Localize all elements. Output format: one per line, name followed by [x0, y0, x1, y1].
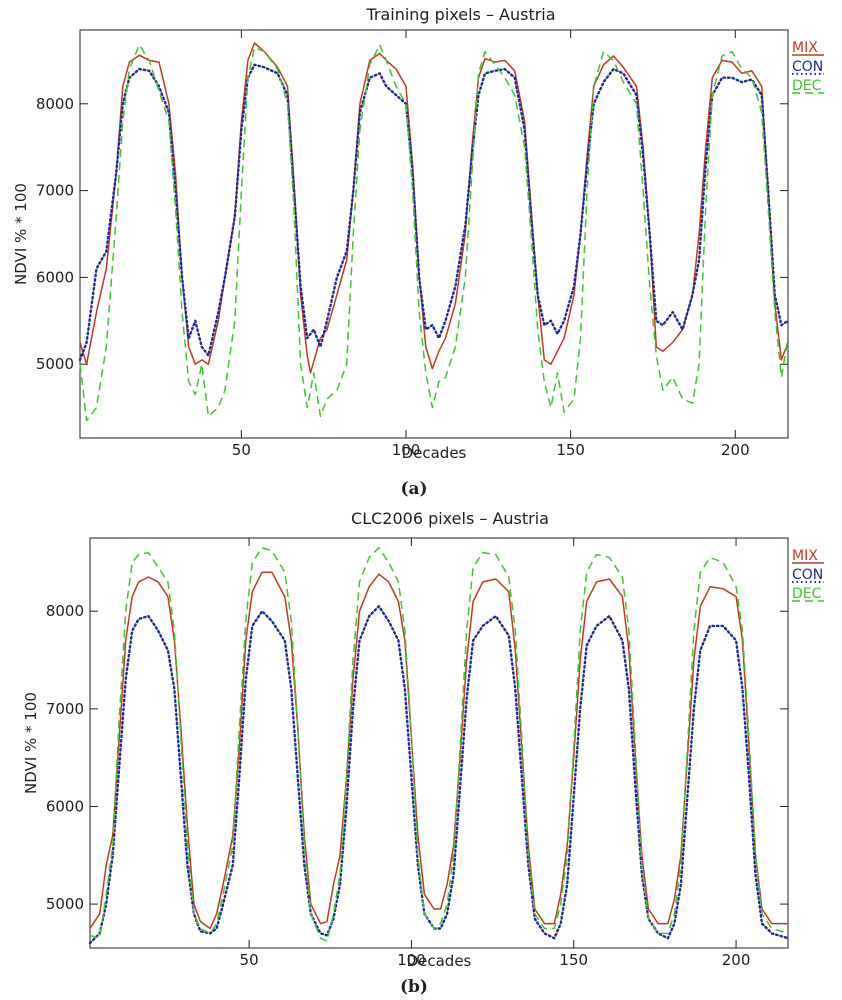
x-tick-label: 100	[392, 441, 421, 459]
legend-label-con: CON	[792, 567, 823, 583]
legend-label-con: CON	[792, 59, 823, 75]
panel-a-xlabel: Decades	[402, 444, 467, 462]
panel-a-ylabel: NDVI % * 100	[12, 183, 30, 285]
x-tick-label: 150	[556, 441, 585, 459]
x-tick-label: 150	[559, 951, 588, 969]
series-line-mix	[79, 42, 789, 374]
y-tick-label: 6000	[36, 268, 74, 286]
y-tick-label: 7000	[46, 700, 84, 718]
x-tick-label: 100	[397, 951, 426, 969]
series-line-dec	[79, 44, 789, 422]
panel-b-series	[88, 547, 790, 945]
panel-a-title: Training pixels – Austria	[365, 5, 555, 24]
panel-a: Training pixels – Austria 5000 6000 7000 80…	[12, 5, 824, 499]
series-line-con	[88, 605, 790, 945]
panel-a-x-axis: 50 100 150 200	[232, 30, 750, 459]
panel-a-series	[78, 42, 790, 422]
panel-b-title: CLC2006 pixels – Austria	[351, 509, 549, 528]
panel-b-legend: MIX CON DEC	[792, 548, 824, 602]
x-tick-label: 200	[722, 951, 751, 969]
y-tick-label: 5000	[36, 355, 74, 373]
series-line-mix	[89, 571, 788, 930]
panel-b: CLC2006 pixels – Austria 5000 6000 7000 800…	[22, 509, 824, 997]
panel-b-y-axis: 5000 6000 7000 8000	[46, 602, 788, 913]
panel-a-y-axis: 5000 6000 7000 8000	[36, 95, 788, 373]
y-tick-label: 5000	[46, 895, 84, 913]
legend-label-mix: MIX	[792, 40, 818, 56]
panel-b-ylabel: NDVI % * 100	[22, 692, 40, 794]
panel-a-plot-frame	[79, 29, 789, 439]
x-tick-label: 50	[232, 441, 251, 459]
series-line-dec	[89, 547, 789, 942]
legend-label-dec: DEC	[792, 586, 822, 602]
panel-a-label: (a)	[400, 479, 427, 499]
legend-label-dec: DEC	[792, 78, 822, 94]
panel-a-legend: MIX CON DEC	[792, 40, 824, 94]
x-tick-label: 200	[721, 441, 750, 459]
panel-b-plot-frame	[89, 537, 789, 949]
panel-b-xlabel: Decades	[407, 952, 472, 970]
y-tick-label: 8000	[36, 95, 74, 113]
panel-b-label: (b)	[400, 977, 428, 997]
x-tick-label: 50	[240, 951, 259, 969]
legend-label-mix: MIX	[792, 548, 818, 564]
y-tick-label: 6000	[46, 797, 84, 815]
panel-b-x-axis: 50 100 150 200	[240, 538, 751, 969]
y-tick-label: 8000	[46, 602, 84, 620]
series-line-con	[78, 63, 790, 362]
y-tick-label: 7000	[36, 182, 74, 200]
